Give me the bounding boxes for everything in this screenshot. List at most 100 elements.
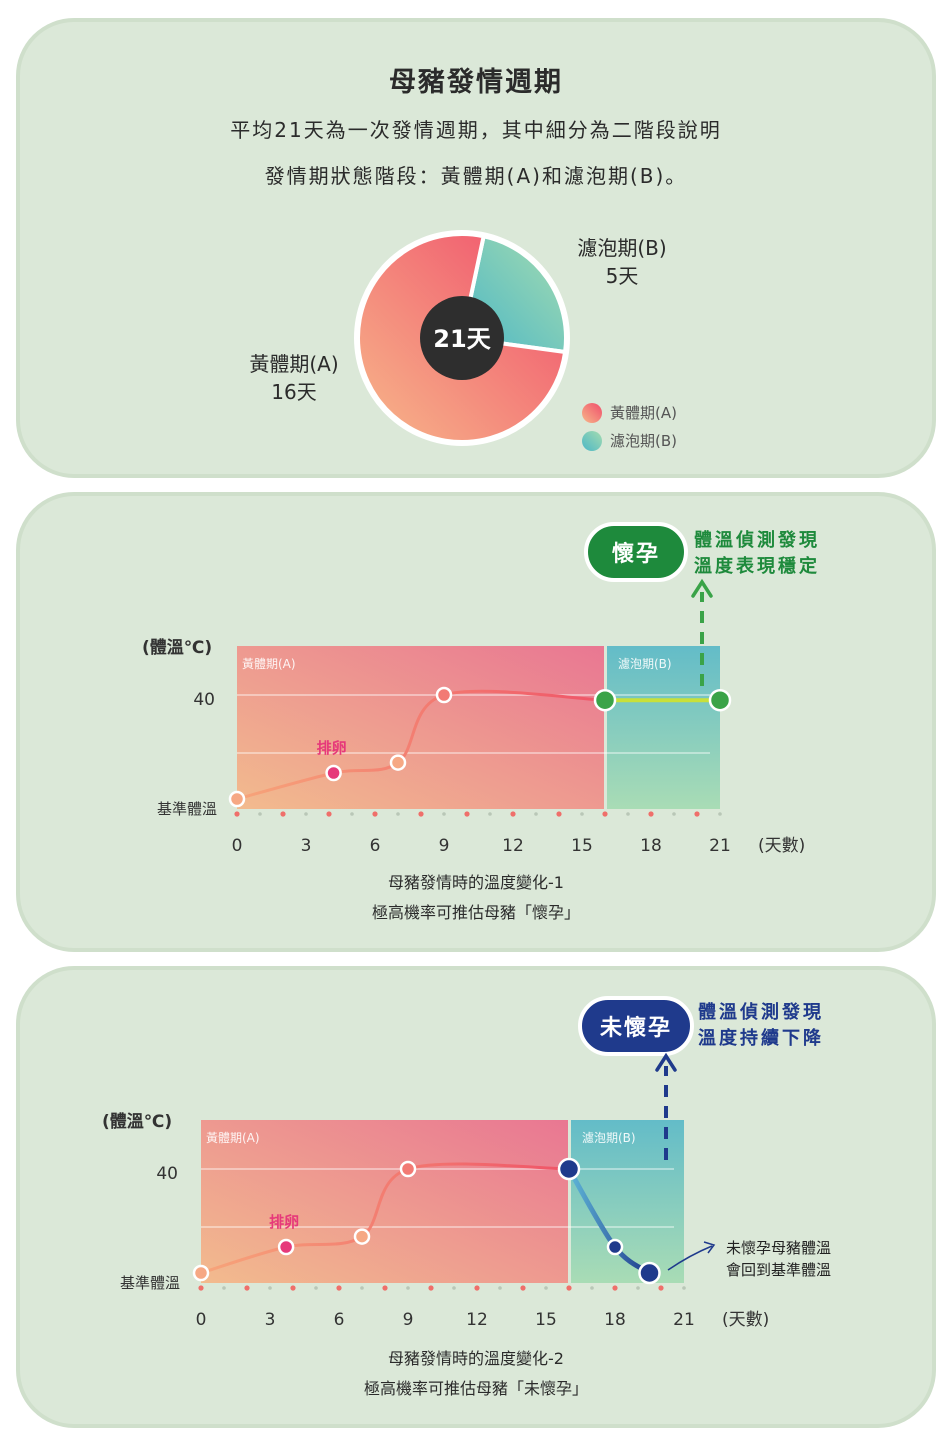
x-tick-label: 12: [466, 1310, 488, 1330]
slice-b-name: 濾泡期(B): [577, 236, 667, 260]
x-tick-dot: [534, 812, 538, 816]
x-tick-dot: [648, 811, 654, 817]
x-tick-dot: [372, 811, 378, 817]
x-tick-dot: [406, 1286, 410, 1290]
x-tick-dot: [488, 812, 492, 816]
x-tick-label: 3: [265, 1310, 276, 1330]
x-tick-dot: [602, 811, 608, 817]
slice-b-value: 5天: [605, 264, 639, 288]
caption-line-1: 母豬發情時的溫度變化-1: [388, 873, 564, 892]
data-point: [606, 1238, 624, 1256]
caption-line-1: 母豬發情時的溫度變化-2: [388, 1349, 564, 1368]
y-tick-40: 40: [193, 690, 215, 710]
x-tick-dot: [442, 812, 446, 816]
subtitle-line-1: 平均21天為一次發情週期，其中細分為二階段說明: [230, 118, 722, 142]
x-tick-label: 21: [673, 1310, 695, 1330]
slice-a-name: 黃體期(A): [249, 352, 339, 376]
subtitle-line-2: 發情期狀態階段：黃體期(A)和濾泡期(B)。: [264, 164, 688, 188]
legend-item-b: 濾泡期(B): [582, 430, 677, 451]
x-tick-label: 0: [232, 836, 243, 856]
legend-label-a: 黃體期(A): [610, 404, 677, 422]
region-a-label: 黃體期(A): [206, 1131, 260, 1145]
side-note-line-2: 會回到基準體溫: [726, 1261, 831, 1279]
data-point: [557, 1157, 581, 1181]
x-tick-dot: [396, 812, 400, 816]
temperature-chart-2: 0 3 6 9 12 15 18 21 排卵 (體溫℃) 40 基準體溫 黃體期(A) 濾泡期(…: [102, 1052, 831, 1330]
x-tick-dot: [304, 812, 308, 816]
y-tick-base: 基準體溫: [157, 800, 217, 818]
data-point: [638, 1261, 661, 1285]
pie-center-label: 21天: [433, 325, 490, 353]
legend-swatch-b: [582, 430, 602, 451]
y-axis-label: (體溫℃): [142, 637, 212, 658]
data-point: [228, 790, 246, 808]
follicular-region: [607, 646, 720, 809]
legend-item-a: 黃體期(A): [582, 402, 677, 423]
x-tick-dot: [510, 811, 516, 817]
chart-caption: 母豬發情時的溫度變化-1 極高機率可推估母豬「懷孕」: [20, 868, 932, 928]
caption-line-2: 極高機率可推估母豬「懷孕」: [371, 903, 580, 922]
x-tick-dot: [694, 811, 700, 817]
x-tick-dot: [336, 1285, 342, 1291]
data-point: [708, 688, 732, 712]
slice-a-label: 黃體期(A) 16天: [224, 350, 364, 406]
x-axis-unit: (天數): [722, 1310, 769, 1330]
x-tick-label: 9: [439, 836, 450, 856]
x-tick-dot: [520, 1285, 526, 1291]
x-tick-dot: [428, 1285, 434, 1291]
data-point: [325, 764, 342, 782]
x-tick-label: 0: [196, 1310, 207, 1330]
x-tick-dot: [580, 812, 584, 816]
x-tick-dot: [682, 1286, 686, 1290]
x-tick-label: 6: [334, 1310, 345, 1330]
slice-a-value: 16天: [271, 380, 317, 404]
ovulation-label: 排卵: [317, 739, 347, 757]
x-axis-unit: (天數): [758, 836, 805, 856]
x-tick-label: 3: [301, 836, 312, 856]
up-arrow-head: [655, 1052, 677, 1072]
legend-swatch-a: [582, 402, 602, 423]
pregnant-note: 體溫偵測發現 溫度表現穩定: [694, 528, 820, 580]
x-tick-dot: [290, 1285, 296, 1291]
x-tick-dot: [612, 1285, 618, 1291]
x-tick-label: 15: [535, 1310, 557, 1330]
temperature-chart-1: 0 3 6 9 12 15 18 21 排卵 (體溫℃) 40 基準體溫 黃體期(A) 濾泡期(…: [142, 578, 805, 856]
side-note-line-1: 未懷孕母豬體溫: [726, 1239, 831, 1257]
y-tick-base: 基準體溫: [120, 1274, 180, 1292]
x-tick-dot: [474, 1285, 480, 1291]
note-line-1: 體溫偵測發現: [694, 530, 820, 551]
side-note-arrow: [667, 1245, 713, 1271]
not-pregnant-badge: 未懷孕: [578, 996, 694, 1056]
legend-label-b: 濾泡期(B): [610, 432, 677, 450]
side-note-arrow-head: [703, 1241, 716, 1254]
not-pregnant-note: 體溫偵測發現 溫度持續下降: [698, 1000, 824, 1052]
x-tick-dot: [268, 1286, 272, 1290]
x-tick-dot: [658, 1285, 664, 1291]
region-b-label: 濾泡期(B): [618, 656, 672, 671]
pie-outline: [354, 230, 570, 446]
note-line-2: 溫度表現穩定: [694, 556, 820, 577]
x-tick-label: 18: [640, 836, 662, 856]
x-tick-dot: [544, 1286, 548, 1290]
x-tick-dot: [350, 812, 354, 816]
x-tick-dot: [636, 1286, 640, 1290]
x-tick-dot: [234, 811, 240, 817]
cycle-panel: 母豬發情週期 平均21天為一次發情週期，其中細分為二階段說明 發情期狀態階段：黃…: [16, 18, 936, 478]
luteal-region: [201, 1120, 568, 1283]
ovulation-label: 排卵: [269, 1213, 299, 1231]
region-a-label: 黃體期(A): [242, 657, 296, 671]
x-tick-label: 21: [709, 836, 731, 856]
cycle-pie-chart: 21天: [354, 230, 570, 446]
x-tick-dot: [326, 811, 332, 817]
x-tick-dot: [360, 1286, 364, 1290]
x-tick-label: 12: [502, 836, 524, 856]
region-b-label: 濾泡期(B): [582, 1130, 636, 1145]
data-point: [192, 1264, 210, 1282]
y-tick-40: 40: [156, 1164, 178, 1184]
x-tick-dot: [258, 812, 262, 816]
note-line-1: 體溫偵測發現: [698, 1002, 824, 1023]
data-point: [593, 688, 617, 712]
x-tick-dot: [244, 1285, 250, 1291]
data-point: [277, 1238, 295, 1256]
x-tick-label: 18: [604, 1310, 626, 1330]
